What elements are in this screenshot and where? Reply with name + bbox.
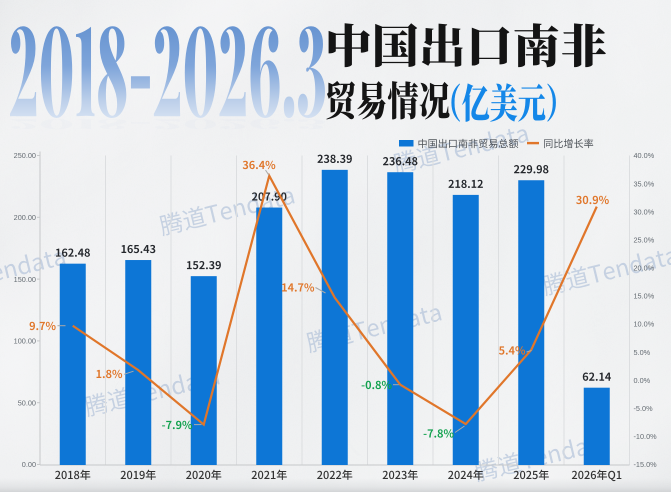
svg-text:0.0%: 0.0% — [634, 376, 651, 385]
svg-text:35.0%: 35.0% — [634, 179, 655, 188]
svg-text:30.0%: 30.0% — [634, 207, 655, 216]
svg-text:200.00: 200.00 — [14, 213, 36, 222]
svg-text:25.0%: 25.0% — [634, 236, 655, 245]
svg-text:5.0%: 5.0% — [634, 348, 651, 357]
svg-text:10.0%: 10.0% — [634, 320, 655, 329]
svg-text:250.00: 250.00 — [14, 151, 36, 160]
svg-text:50.00: 50.00 — [18, 398, 36, 407]
svg-text:15.0%: 15.0% — [634, 292, 655, 301]
svg-text:100.00: 100.00 — [14, 337, 36, 346]
svg-text:-10.0%: -10.0% — [634, 432, 658, 441]
svg-text:-5.0%: -5.0% — [634, 404, 654, 413]
svg-text:150.00: 150.00 — [14, 275, 36, 284]
svg-text:0.00: 0.00 — [22, 460, 36, 469]
svg-text:20.0%: 20.0% — [634, 264, 655, 273]
svg-text:-15.0%: -15.0% — [634, 460, 658, 469]
svg-text:40.0%: 40.0% — [634, 151, 655, 160]
